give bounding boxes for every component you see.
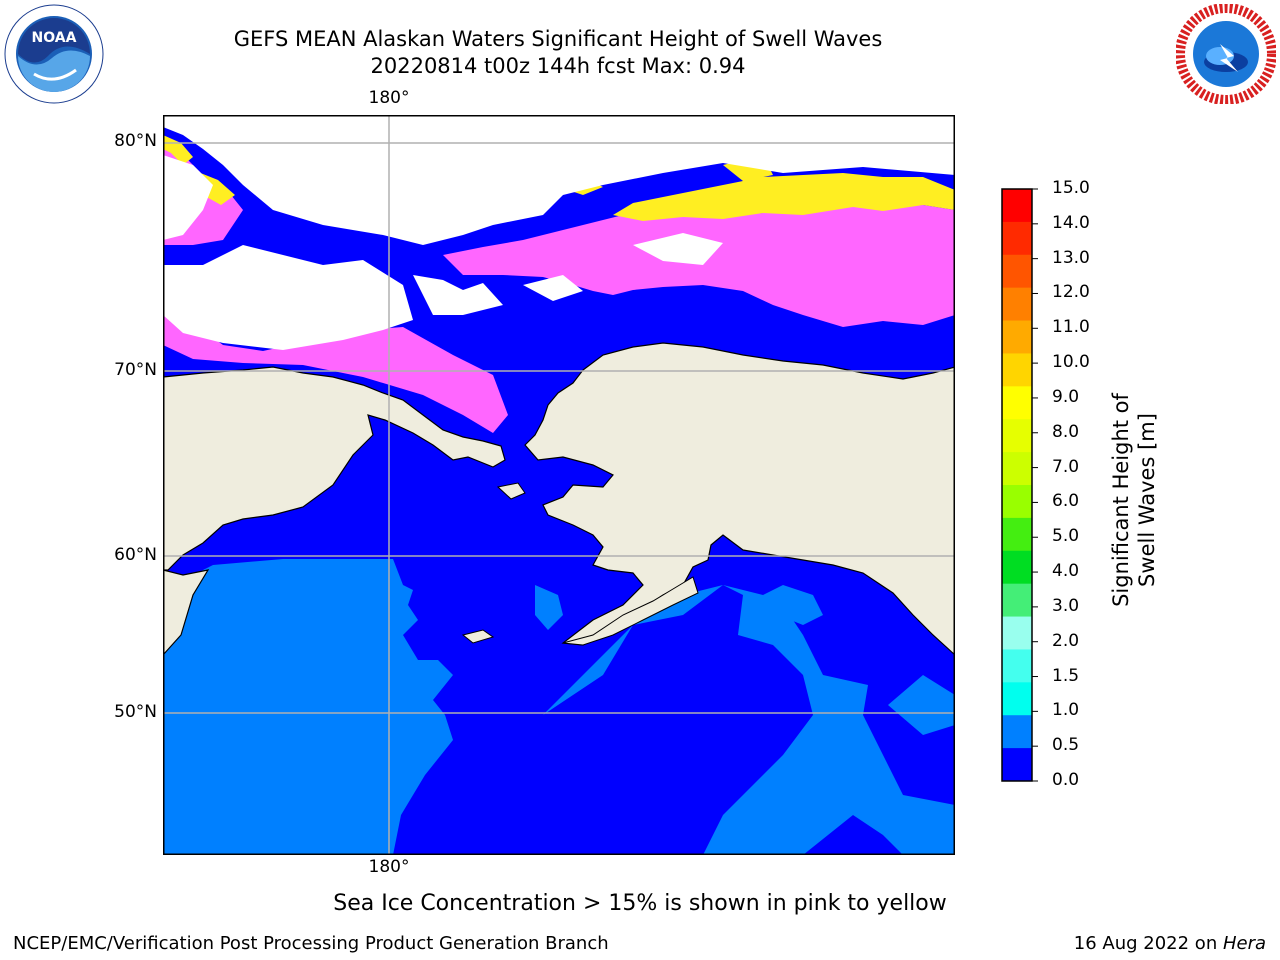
footer-branch: NCEP/EMC/Verification Post Processing Pr… (13, 933, 609, 954)
colorbar (1001, 188, 1038, 782)
footer-host: Hera (1222, 933, 1266, 954)
colorbar-tick-label: 1.5 (1052, 665, 1080, 686)
map-frame (163, 115, 955, 855)
colorbar-swatch (1002, 649, 1032, 683)
colorbar-swatch (1002, 616, 1032, 650)
colorbar-swatch (1002, 320, 1032, 354)
footer-date: 16 Aug 2022 on Hera (1074, 933, 1266, 954)
lat-label-70n: 70°N (114, 360, 157, 380)
sea-ice-note: Sea Ice Concentration > 15% is shown in … (333, 891, 947, 916)
colorbar-tick-label: 6.0 (1052, 491, 1080, 512)
lat-label-80n: 80°N (114, 131, 157, 151)
colorbar-tick-label: 8.0 (1052, 421, 1080, 442)
colorbar-swatch (1002, 550, 1032, 585)
colorbar-tick-label: 7.0 (1052, 456, 1080, 477)
lat-label-60n: 60°N (114, 545, 157, 565)
chart-title: GEFS MEAN Alaskan Waters Significant Hei… (233, 27, 883, 51)
colorbar-swatch (1002, 748, 1032, 782)
colorbar-swatch (1002, 287, 1032, 322)
lon-label-bottom: 180° (368, 857, 410, 877)
land-siberia (163, 366, 506, 571)
colorbar-swatch (1002, 583, 1032, 618)
colorbar-tick-label: 13.0 (1052, 247, 1090, 268)
lon-label-top: 180° (368, 88, 410, 108)
colorbar-swatch (1002, 517, 1032, 552)
noaa-logo-text: NOAA (32, 30, 77, 46)
map-panel (163, 115, 955, 855)
lat-label-50n: 50°N (114, 702, 157, 722)
ocean-mid-region (163, 559, 955, 855)
colorbar-tick-label: 9.0 (1052, 386, 1080, 407)
colorbar-tick-label: 15.0 (1052, 178, 1090, 198)
noaa-logo: NOAA (4, 4, 104, 104)
colorbar-tick-label: 14.0 (1052, 212, 1090, 233)
ice-white-region (163, 155, 723, 350)
colorbar-swatch (1002, 386, 1032, 420)
colorbar-frame (1001, 188, 1033, 782)
colorbar-tick-label: 5.0 (1052, 526, 1080, 547)
colorbar-tick-label: 10.0 (1052, 352, 1090, 373)
colorbar-tick-label: 11.0 (1052, 317, 1090, 338)
colorbar-tick-label: 0.5 (1052, 735, 1080, 756)
nws-logo (1176, 4, 1276, 104)
colorbar-tick-label: 0.0 (1052, 770, 1080, 790)
colorbar-swatch (1002, 485, 1032, 519)
colorbar-swatch (1002, 254, 1032, 289)
colorbar-swatch (1002, 419, 1032, 453)
footer-date-text: 16 Aug 2022 on (1073, 933, 1223, 954)
colorbar-tick-label: 3.0 (1052, 595, 1080, 616)
map-gridlines (163, 115, 955, 855)
colorbar-swatch (1002, 221, 1032, 256)
colorbar-label: Significant Height of Swell Waves [m] (1109, 393, 1159, 607)
sea-ice-region (163, 135, 955, 433)
chart-subtitle: 20220814 t00z 144h fcst Max: 0.94 (370, 54, 746, 78)
colorbar-swatch (1002, 353, 1032, 387)
colorbar-swatch (1002, 682, 1032, 716)
colorbar-tick-label: 1.0 (1052, 700, 1080, 721)
colorbar-tick-label: 12.0 (1052, 282, 1090, 303)
colorbar-tick-label: 2.0 (1052, 630, 1080, 651)
colorbar-swatch (1002, 452, 1032, 486)
colorbar-swatch (1002, 189, 1032, 223)
colorbar-tick-label: 4.0 (1052, 561, 1080, 582)
colorbar-swatch (1002, 715, 1032, 749)
